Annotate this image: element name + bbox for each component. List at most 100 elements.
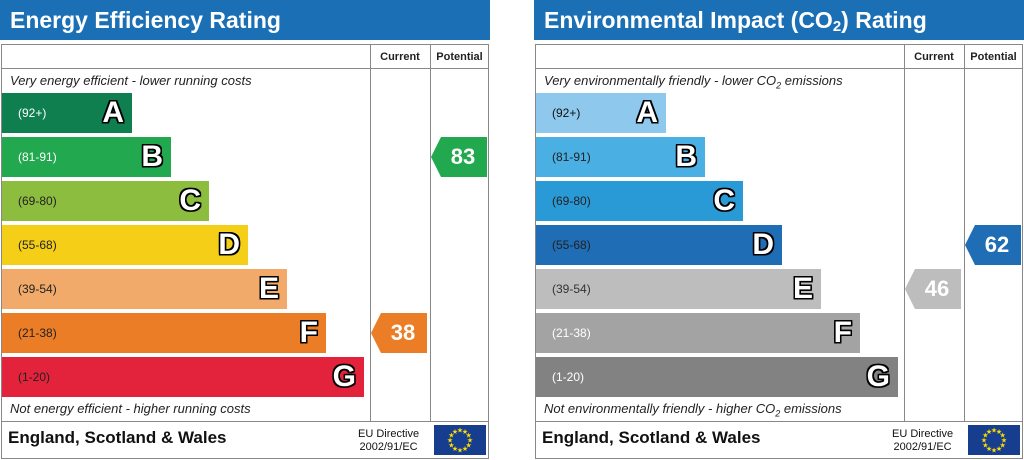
- header-divider: [535, 68, 1023, 69]
- eu-star-icon: ★: [986, 445, 992, 453]
- band-letter-label: C: [713, 184, 735, 217]
- top-caption-prefix: Very environmentally friendly - lower CO: [544, 73, 777, 88]
- band-range-label: (21-38): [552, 326, 591, 340]
- band-range-label: (39-54): [552, 282, 591, 296]
- band-range-label: (69-80): [18, 194, 57, 208]
- band-letter-label: C: [179, 184, 201, 217]
- rating-band-b: (81-91) B: [536, 137, 705, 177]
- footer-divider: [1, 421, 489, 422]
- rating-band-f: (21-38) F: [2, 313, 326, 353]
- potential-column-divider: [964, 44, 965, 422]
- panel-title: Environmental Impact (CO2) Rating: [534, 0, 1024, 40]
- eu-directive-line2: 2002/91/EC: [893, 441, 952, 453]
- eu-directive-line2: 2002/91/EC: [359, 441, 418, 453]
- eu-star-icon: ★: [447, 437, 453, 445]
- bottom-caption-subscript: 2: [775, 408, 781, 419]
- top-caption: Very environmentally friendly - lower CO…: [544, 73, 843, 91]
- rating-band-f: (21-38) F: [536, 313, 860, 353]
- top-caption-suffix: emissions: [781, 73, 843, 88]
- band-range-label: (69-80): [552, 194, 591, 208]
- eu-star-icon: ★: [448, 432, 454, 440]
- band-letter-label: F: [833, 316, 852, 349]
- band-range-label: (1-20): [552, 370, 585, 384]
- band-letter-label: D: [218, 228, 240, 261]
- rating-band-a: (92+) A: [2, 93, 132, 133]
- current-rating-arrow: 46: [905, 269, 961, 309]
- eu-star-icon: ★: [982, 442, 988, 450]
- environmental-impact-panel: Environmental Impact (CO2) Rating Curren…: [534, 0, 1024, 460]
- rating-band-d: (55-68) D: [2, 225, 248, 265]
- bottom-caption-suffix: emissions: [780, 401, 842, 416]
- header-divider: [1, 68, 489, 69]
- eu-star-icon: ★: [462, 445, 468, 453]
- band-letter-label: G: [332, 360, 356, 393]
- current-column-header: Current: [380, 51, 420, 63]
- rating-band-g: (1-20) G: [536, 357, 898, 397]
- band-letter-label: F: [299, 316, 318, 349]
- eu-flag-icon: ★ ★ ★ ★ ★ ★ ★ ★ ★ ★ ★ ★: [434, 425, 486, 455]
- eu-directive-line1: EU Directive: [892, 428, 954, 440]
- eu-star-icon: ★: [982, 432, 988, 440]
- current-column-header: Current: [914, 51, 954, 63]
- panel-title: Energy Efficiency Rating: [0, 0, 490, 40]
- top-caption-subscript: 2: [776, 80, 782, 91]
- top-caption: Very energy efficient - lower running co…: [10, 73, 252, 88]
- eu-directive-label: EU Directive 2002/91/EC: [892, 428, 953, 454]
- band-range-label: (81-91): [18, 150, 57, 164]
- rating-band-e: (39-54) E: [536, 269, 821, 309]
- eu-star-icon: ★: [1000, 432, 1006, 440]
- eu-star-icon: ★: [996, 445, 1002, 453]
- rating-band-e: (39-54) E: [2, 269, 287, 309]
- band-range-label: (81-91): [552, 150, 591, 164]
- eu-star-icon: ★: [452, 445, 458, 453]
- eu-star-icon: ★: [466, 442, 472, 450]
- rating-band-b: (81-91) B: [2, 137, 171, 177]
- band-letter-label: E: [258, 272, 279, 305]
- title-prefix: Environmental Impact (CO: [544, 7, 833, 33]
- band-letter-label: B: [675, 140, 697, 173]
- bottom-caption-prefix: Not environmentally friendly - higher CO: [544, 401, 776, 416]
- eu-star-icon: ★: [448, 442, 454, 450]
- band-range-label: (21-38): [18, 326, 57, 340]
- rating-band-c: (69-80) C: [536, 181, 743, 221]
- energy-efficiency-panel: Energy Efficiency Rating Current Potenti…: [0, 0, 490, 460]
- potential-rating-arrow: 83: [431, 137, 487, 177]
- rating-band-g: (1-20) G: [2, 357, 364, 397]
- title-suffix: ) Rating: [841, 7, 927, 33]
- eu-star-icon: ★: [457, 427, 463, 435]
- band-letter-label: A: [102, 96, 124, 129]
- eu-star-icon: ★: [991, 427, 997, 435]
- bottom-caption: Not environmentally friendly - higher CO…: [544, 401, 842, 419]
- potential-rating-arrow: 62: [965, 225, 1021, 265]
- eu-star-icon: ★: [996, 428, 1002, 436]
- potential-column-header: Potential: [436, 51, 483, 63]
- current-rating-arrow: 38: [371, 313, 427, 353]
- band-letter-label: A: [636, 96, 658, 129]
- eu-flag-icon: ★ ★ ★ ★ ★ ★ ★ ★ ★ ★ ★ ★: [968, 425, 1020, 455]
- footer-divider: [535, 421, 1023, 422]
- eu-star-icon: ★: [991, 447, 997, 455]
- country-label: England, Scotland & Wales: [8, 428, 227, 447]
- band-range-label: (92+): [552, 106, 581, 120]
- band-range-label: (1-20): [18, 370, 51, 384]
- eu-star-icon: ★: [466, 432, 472, 440]
- country-label: England, Scotland & Wales: [542, 428, 761, 447]
- bottom-caption: Not energy efficient - higher running co…: [10, 401, 251, 416]
- eu-star-icon: ★: [452, 428, 458, 436]
- rating-band-c: (69-80) C: [2, 181, 209, 221]
- eu-star-icon: ★: [1001, 437, 1007, 445]
- eu-directive-label: EU Directive 2002/91/EC: [358, 428, 419, 454]
- eu-star-icon: ★: [457, 447, 463, 455]
- band-range-label: (55-68): [552, 238, 591, 252]
- band-range-label: (92+): [18, 106, 47, 120]
- panel-frame: [535, 44, 1023, 459]
- band-letter-label: B: [141, 140, 163, 173]
- rating-band-a: (92+) A: [536, 93, 666, 133]
- band-letter-label: G: [866, 360, 890, 393]
- potential-column-divider: [430, 44, 431, 422]
- eu-directive-line1: EU Directive: [358, 428, 420, 440]
- band-range-label: (55-68): [18, 238, 57, 252]
- band-range-label: (39-54): [18, 282, 57, 296]
- eu-star-icon: ★: [467, 437, 473, 445]
- eu-star-icon: ★: [981, 437, 987, 445]
